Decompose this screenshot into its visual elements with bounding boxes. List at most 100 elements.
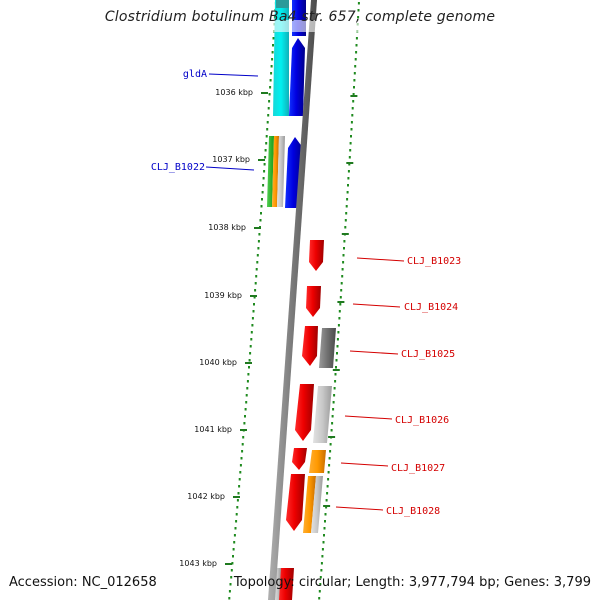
dot (244, 415, 246, 418)
dot (324, 513, 327, 516)
dot (320, 562, 323, 565)
gene-label-CLJ_B1025[interactable]: CLJ_B1025 (401, 349, 455, 360)
dot (323, 534, 325, 537)
dot (240, 457, 243, 460)
dot (265, 142, 268, 145)
dot (250, 338, 253, 341)
dot (341, 275, 344, 278)
gene-label-CLJ_B1026[interactable]: CLJ_B1026 (395, 415, 449, 426)
dot (339, 296, 342, 299)
gene-segment[interactable] (277, 136, 285, 207)
dot (270, 65, 273, 68)
dot (234, 527, 237, 530)
dot (334, 373, 337, 376)
gene-segment[interactable] (267, 136, 274, 207)
dot (341, 268, 344, 271)
dot (337, 331, 340, 334)
gene-cds-reverse[interactable] (292, 448, 307, 470)
gene-label-CLJ_B1027[interactable]: CLJ_B1027 (391, 463, 445, 474)
dot (357, 9, 360, 12)
gene-cds-reverse[interactable] (302, 326, 318, 366)
dot (352, 93, 355, 96)
gene-cds-other[interactable] (313, 386, 332, 443)
dot (328, 457, 331, 460)
dot (252, 310, 255, 313)
dot (345, 205, 348, 208)
dot (248, 366, 250, 369)
dot (329, 443, 332, 446)
dot (256, 254, 259, 257)
dot (331, 415, 334, 418)
gene-label-CLJ_B1024[interactable]: CLJ_B1024 (404, 302, 458, 313)
dot (250, 331, 253, 334)
dot (350, 121, 353, 124)
gene-cds-reverse[interactable] (286, 474, 305, 531)
dot (238, 478, 241, 481)
dot (355, 44, 358, 47)
leader-line (205, 166, 255, 171)
accession-text: Accession: NC_012658 (9, 575, 157, 590)
dot (328, 464, 331, 467)
dot (255, 268, 258, 271)
dot (347, 170, 350, 173)
gene-label-gldA[interactable]: gldA (183, 69, 207, 80)
dot (321, 548, 324, 551)
dot (345, 212, 348, 215)
dot (330, 429, 333, 432)
tick-label: 1038 kbp (208, 223, 246, 232)
gene-label-CLJ_B1022[interactable]: CLJ_B1022 (151, 162, 205, 173)
gene-cds-other[interactable] (311, 476, 323, 533)
tick-label: 1039 kbp (204, 291, 242, 300)
gene-cds-reverse[interactable] (278, 568, 294, 600)
dot (326, 492, 329, 495)
dot (264, 156, 267, 159)
dot (272, 44, 274, 47)
gene-label-CLJ_B1023[interactable]: CLJ_B1023 (407, 256, 461, 267)
dot (327, 478, 330, 481)
dot (269, 79, 272, 82)
leader-line (208, 73, 259, 77)
dot (241, 450, 244, 453)
dot (247, 373, 250, 376)
dot (343, 240, 346, 243)
gene-cds-other[interactable] (303, 476, 316, 533)
label-leaders (205, 73, 405, 511)
dot (353, 72, 356, 75)
dot (332, 408, 335, 411)
dot (253, 296, 256, 299)
dot (323, 527, 326, 530)
gene-tick-band (276, 0, 289, 8)
dot (321, 555, 324, 558)
dot (239, 464, 242, 467)
dot (333, 394, 336, 397)
gene-cds-other[interactable] (319, 328, 336, 368)
dot (260, 212, 262, 215)
gene-label-CLJ_B1028[interactable]: CLJ_B1028 (386, 506, 440, 517)
dot (237, 492, 240, 495)
gene-segment[interactable] (272, 136, 279, 207)
dot (326, 485, 329, 488)
dot (266, 128, 269, 131)
dot (251, 324, 254, 327)
gene-cds-reverse[interactable] (295, 384, 314, 441)
dot (267, 107, 270, 110)
dot (270, 72, 273, 75)
dot (244, 408, 247, 411)
dot (246, 380, 249, 383)
dot (343, 247, 345, 250)
gene-cds-reverse[interactable] (306, 286, 321, 317)
gene-cds-reverse[interactable] (309, 240, 324, 271)
dot (344, 219, 347, 222)
dot (261, 191, 264, 194)
dot (241, 443, 244, 446)
gene-cds-other[interactable] (309, 450, 326, 473)
dot (357, 2, 360, 5)
dot (254, 282, 257, 285)
dot (338, 317, 341, 320)
dot (268, 100, 271, 103)
dot (245, 401, 248, 404)
dot (265, 135, 268, 138)
gene-cds-forward[interactable] (289, 38, 305, 116)
dot (271, 58, 274, 61)
